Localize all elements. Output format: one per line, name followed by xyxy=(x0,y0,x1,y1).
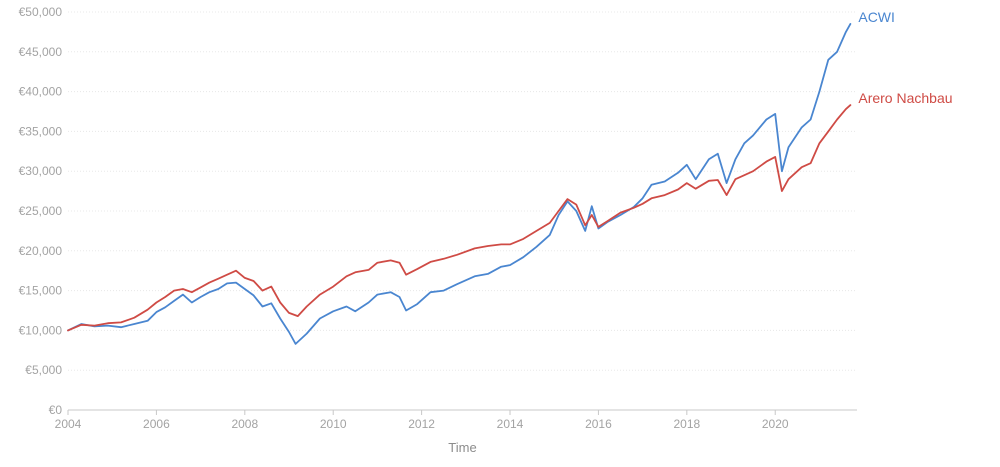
y-tick-label: €30,000 xyxy=(19,164,63,178)
series-lines xyxy=(67,23,852,345)
series-label-acwi: ACWI xyxy=(858,9,895,25)
x-tick-label: 2018 xyxy=(673,417,700,431)
x-tick-label: 2016 xyxy=(585,417,612,431)
y-tick-label: €50,000 xyxy=(19,5,63,19)
x-tick-label: 2006 xyxy=(143,417,170,431)
series-line-arero-nachbau xyxy=(67,104,852,332)
series-label-arero-nachbau: Arero Nachbau xyxy=(858,90,952,106)
y-tick-label: €35,000 xyxy=(19,124,63,138)
series-line-acwi xyxy=(67,23,852,345)
y-tick-label: €5,000 xyxy=(25,363,62,377)
x-tick-label: 2020 xyxy=(762,417,789,431)
grid xyxy=(68,11,857,371)
y-tick-label: €15,000 xyxy=(19,284,63,298)
x-tick-label: 2004 xyxy=(55,417,82,431)
y-tick-label: €40,000 xyxy=(19,85,63,99)
y-tick-label: €45,000 xyxy=(19,45,63,59)
y-tick-label: €20,000 xyxy=(19,244,63,258)
y-tick-label: €10,000 xyxy=(19,323,63,337)
x-tick-label: 2012 xyxy=(408,417,435,431)
x-tick-label: 2014 xyxy=(497,417,524,431)
x-axis-title: Time xyxy=(448,440,476,455)
y-tick-label: €0 xyxy=(49,403,63,417)
series-labels: ACWI Arero Nachbau xyxy=(858,9,952,106)
y-tick-label: €25,000 xyxy=(19,204,63,218)
x-tick-label: 2010 xyxy=(320,417,347,431)
x-axis: 2004 2006 2008 2010 2012 2014 2016 2018 2020 xyxy=(55,409,857,431)
x-tick-label: 2008 xyxy=(231,417,258,431)
y-axis: €0 €5,000 €10,000 €15,000 €20,000 €25,000 €30,… xyxy=(19,5,63,417)
